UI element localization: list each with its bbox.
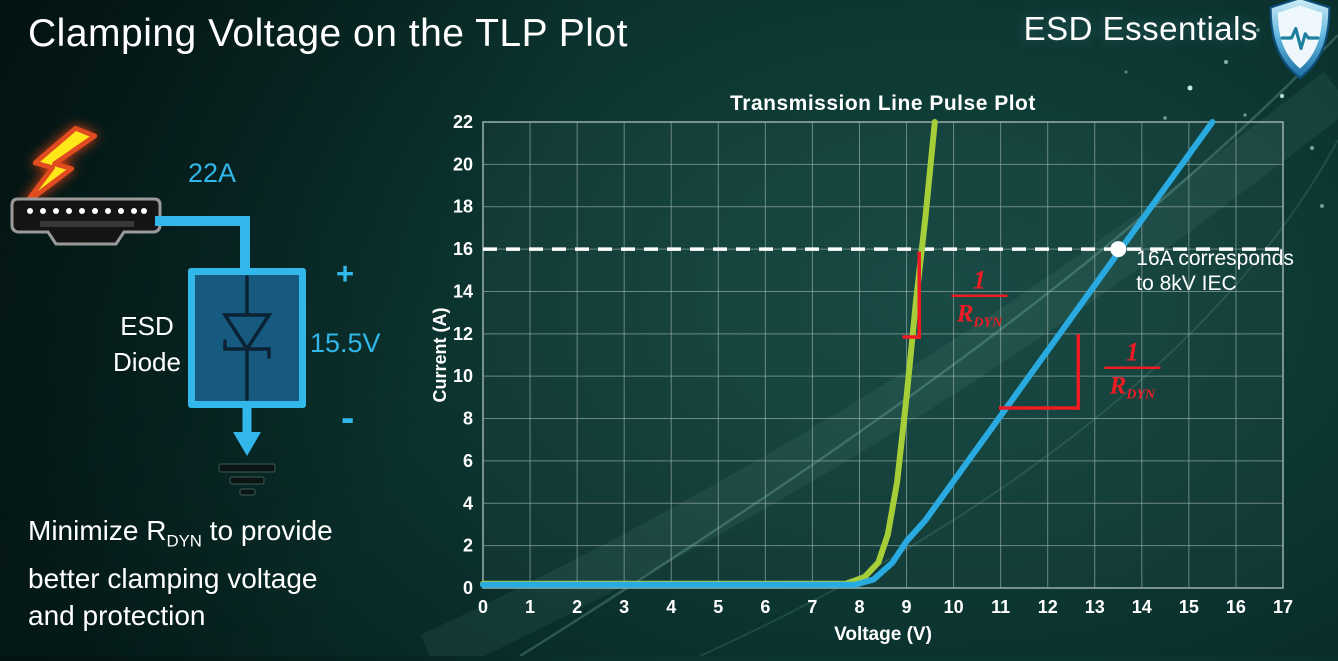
x-tick-label: 13 xyxy=(1085,597,1105,617)
y-tick-label: 2 xyxy=(463,536,473,556)
zener-diode-symbol xyxy=(221,275,273,401)
x-tick-label: 8 xyxy=(854,597,864,617)
x-tick-label: 1 xyxy=(525,597,535,617)
tlp-chart: 0 1 2 3 4 5 6 7 8 9 10 11 12 13 14 15 16 17 0 2 4 6 8 10 12 14 16 1… xyxy=(430,90,1338,656)
shield-pulse-icon xyxy=(1269,0,1331,80)
x-tick-label: 4 xyxy=(666,597,676,617)
rdyn-slope-blue-numerator: 1 xyxy=(1126,338,1139,367)
caption-part2: to provide xyxy=(201,515,333,546)
y-tick-label: 6 xyxy=(463,451,473,471)
caption-line3: and protection xyxy=(28,599,206,631)
caption-line1: Minimize RDYN to provide xyxy=(28,512,333,560)
x-tick-label: 0 xyxy=(478,597,488,617)
surge-current-label: 22A xyxy=(188,158,237,188)
device-label-line1: ESD xyxy=(120,311,174,341)
y-tick-label: 20 xyxy=(453,154,473,174)
device-label: ESD Diode xyxy=(106,308,188,380)
x-tick-label: 16 xyxy=(1226,597,1246,617)
marker-label-line2: to 8kV IEC xyxy=(1136,272,1236,295)
x-tick-label: 17 xyxy=(1273,597,1293,617)
brand-title: ESD Essentials xyxy=(1023,10,1258,47)
x-tick-label: 15 xyxy=(1179,597,1199,617)
x-tick-label: 14 xyxy=(1132,597,1152,617)
y-tick-label: 14 xyxy=(453,281,473,301)
y-tick-label: 16 xyxy=(453,239,473,259)
series-high-rdyn-diode xyxy=(480,119,1216,588)
wire-vertical xyxy=(240,216,250,272)
y-tick-label: 4 xyxy=(463,493,473,513)
x-tick-label: 9 xyxy=(902,597,912,617)
x-tick-label: 11 xyxy=(991,597,1010,617)
y-axis-label: Current (A) xyxy=(430,308,450,403)
device-label-line2: Diode xyxy=(113,347,181,377)
caption-part1: Minimize R xyxy=(28,515,167,546)
y-tick-label: 22 xyxy=(453,112,473,132)
x-axis-label: Voltage (V) xyxy=(834,624,932,645)
clamp-voltage-label: 15.5V xyxy=(310,328,381,358)
x-tick-label: 10 xyxy=(944,597,964,617)
x-tick-label: 6 xyxy=(760,597,770,617)
rdyn-slope-green-numerator: 1 xyxy=(973,266,986,295)
chart-title: Transmission Line Pulse Plot xyxy=(730,92,1036,115)
y-tick-label: 0 xyxy=(463,578,473,598)
caption-subscript: DYN xyxy=(166,531,202,551)
plot-border xyxy=(482,121,1284,589)
x-tick-label: 2 xyxy=(572,597,582,617)
wire-horizontal xyxy=(155,216,250,226)
hdmi-connector-icon xyxy=(10,197,162,246)
marker-label-line1: 16A corresponds xyxy=(1136,247,1294,270)
y-tick-label: 18 xyxy=(453,197,473,217)
x-tick-label: 5 xyxy=(713,597,723,617)
x-tick-label: 3 xyxy=(619,597,629,617)
polarity-plus-label: + xyxy=(336,256,355,291)
y-tick-label: 8 xyxy=(463,409,473,429)
caption-line2: better clamping voltage xyxy=(28,562,318,594)
marker-16a-point xyxy=(1110,241,1127,258)
tlp-chart-svg: 0 1 2 3 4 5 6 7 8 9 10 11 12 13 14 15 16 1702468101214161… xyxy=(430,92,1294,645)
lightning-bolt-icon xyxy=(23,126,98,206)
esd-diode-box xyxy=(188,268,306,408)
x-tick-label: 12 xyxy=(1038,597,1058,617)
y-tick-label: 12 xyxy=(453,324,473,344)
ground-symbol xyxy=(218,404,276,496)
x-tick-label: 7 xyxy=(807,597,817,617)
polarity-minus-label: - xyxy=(341,396,355,440)
caption: Minimize RDYN to provide better clamping… xyxy=(28,512,333,634)
page-title: Clamping Voltage on the TLP Plot xyxy=(28,12,628,55)
y-tick-label: 10 xyxy=(453,366,473,386)
